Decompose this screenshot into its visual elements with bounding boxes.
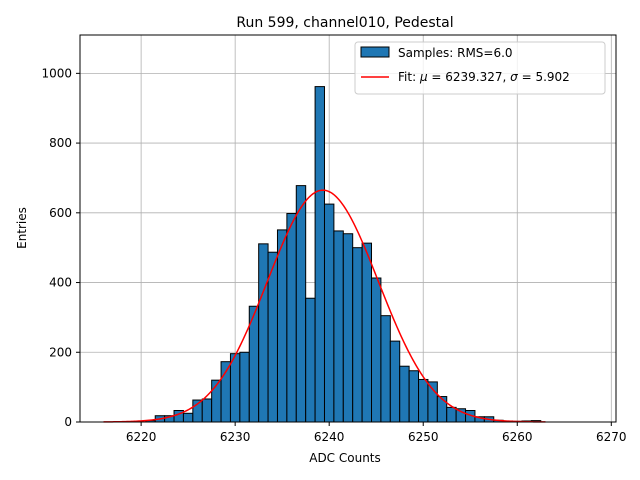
histogram-bar: [333, 230, 344, 423]
y-tick-label: 200: [49, 345, 72, 359]
histogram-bar: [258, 243, 269, 423]
histogram-bar: [182, 412, 194, 423]
histogram-bar: [276, 229, 288, 423]
y-tick-label: 400: [49, 276, 72, 290]
legend-samples-label: Samples: RMS=6.0: [398, 46, 513, 60]
legend-fit-label: Fit: μ = 6239.327, σ = 5.902: [398, 70, 570, 84]
plot-frame: [79, 34, 617, 423]
histogram-bar: [352, 247, 363, 423]
histogram-bar: [361, 242, 373, 423]
x-tick-label: 6220: [126, 430, 157, 444]
histogram-bar: [323, 203, 335, 423]
histogram-bar: [286, 213, 297, 423]
histogram-bar: [305, 297, 316, 423]
histogram-bar: [201, 398, 213, 423]
histogram-bar: [436, 396, 448, 423]
y-tick-label: 0: [64, 415, 72, 429]
legend-sigma-symbol: σ: [510, 70, 518, 84]
histogram-bar: [295, 185, 307, 423]
histogram-bar: [342, 233, 354, 423]
legend-box: [354, 41, 606, 95]
legend-fit-mu: = 6239.327,: [428, 70, 511, 84]
histogram-bar: [446, 406, 457, 423]
histogram-bar: [418, 378, 429, 423]
histogram-bar: [389, 340, 401, 423]
histogram-bar: [229, 353, 241, 423]
histogram-bar: [380, 315, 391, 423]
histogram-bar: [427, 381, 438, 423]
histogram-bar: [211, 379, 222, 423]
legend-mu-symbol: μ: [419, 70, 428, 84]
histogram-bar: [371, 277, 382, 423]
histogram-bars: [145, 86, 542, 423]
x-tick-label: 6260: [502, 430, 533, 444]
legend-fit-prefix: Fit:: [398, 70, 420, 84]
legend-samples-swatch: [360, 46, 390, 58]
x-tick-label: 6270: [596, 430, 627, 444]
y-axis-label: Entries: [15, 207, 29, 249]
fit-curve-group: [103, 189, 546, 423]
x-tick-label: 6240: [314, 430, 345, 444]
histogram-bar: [314, 86, 325, 423]
x-tick-label: 6250: [408, 430, 439, 444]
chart-title: Run 599, channel010, Pedestal: [236, 15, 453, 31]
axis-ticks: 6220 6230 6240 6250 6260 6270 0 200 400 600 800 100…: [41, 66, 626, 444]
y-tick-label: 600: [49, 206, 72, 220]
legend: Samples: RMS=6.0 Fit: μ = 6239.327, σ = …: [354, 41, 606, 95]
x-tick-label: 6230: [220, 430, 251, 444]
fit-curve: [103, 189, 546, 423]
histogram-bar: [399, 365, 410, 423]
histogram-bar: [239, 351, 250, 423]
y-tick-label: 800: [49, 136, 72, 150]
histogram-bar: [408, 370, 420, 423]
legend-fit-sigma: = 5.902: [518, 70, 570, 84]
y-tick-label: 1000: [41, 66, 72, 80]
x-axis-label: ADC Counts: [309, 451, 381, 465]
